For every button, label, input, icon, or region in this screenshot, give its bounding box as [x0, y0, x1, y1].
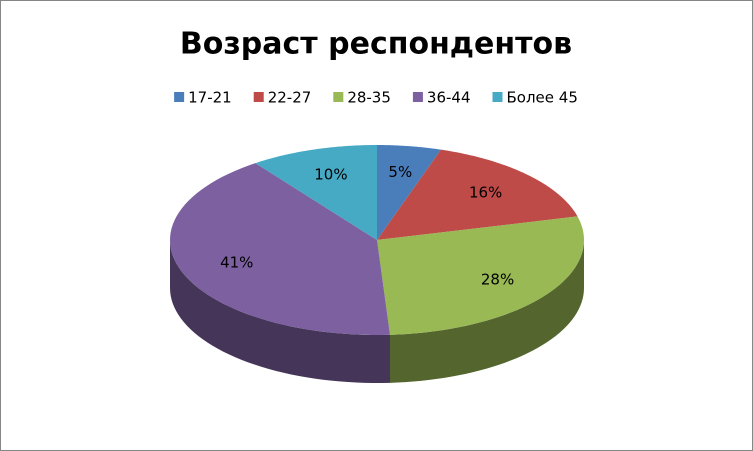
legend-swatch [174, 92, 185, 102]
slice [377, 216, 584, 335]
slice-side [389, 240, 584, 383]
legend-label: Более 45 [507, 89, 578, 107]
legend-label: 36-44 [427, 89, 471, 107]
slice [170, 163, 390, 335]
slice-side [170, 240, 390, 383]
legend-swatch [333, 92, 344, 102]
value-label: 16% [469, 184, 502, 202]
legend-label: 17-21 [188, 89, 232, 107]
value-label: 10% [314, 165, 347, 183]
value-label: 5% [388, 163, 412, 181]
value-label: 41% [220, 254, 253, 272]
legend-swatch [412, 92, 423, 102]
legend-swatch [253, 92, 264, 102]
slice [377, 149, 578, 240]
slice [255, 145, 377, 240]
legend-label: 28-35 [347, 89, 391, 107]
chart-title: Возраст респондентов [180, 27, 572, 62]
slice [377, 145, 441, 240]
legend-swatch [492, 92, 503, 102]
legend-label: 22-27 [268, 89, 312, 107]
value-label: 28% [481, 271, 514, 289]
